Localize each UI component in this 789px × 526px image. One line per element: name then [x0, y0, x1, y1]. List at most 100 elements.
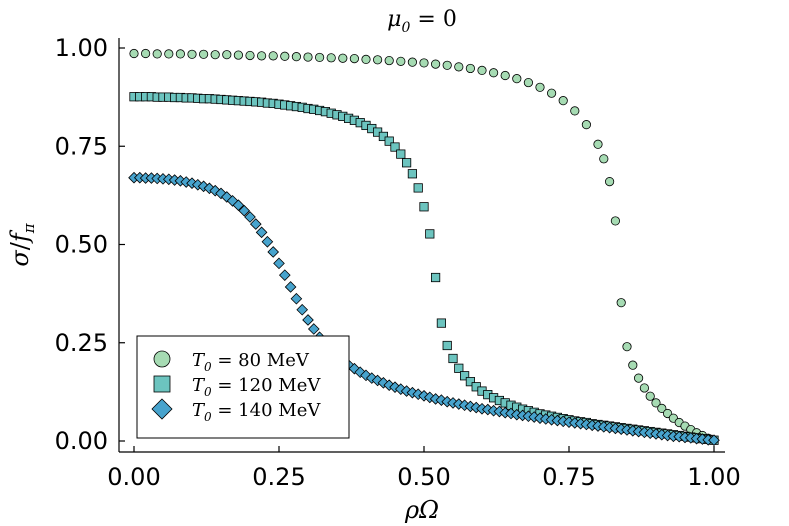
point-2-28 — [290, 292, 303, 305]
point-1-48 — [407, 169, 418, 179]
point-0-2 — [152, 49, 162, 59]
point-0-8 — [222, 50, 232, 60]
point-2-25 — [273, 257, 285, 270]
point-0-10 — [245, 50, 255, 61]
point-1-43 — [378, 131, 389, 142]
x-tick-label-0: 0.00 — [107, 463, 160, 491]
point-0-37 — [558, 96, 568, 106]
point-0-14 — [291, 52, 301, 62]
chart-title-base: μ — [387, 7, 401, 32]
point-0-5 — [187, 49, 197, 59]
point-0-31 — [488, 68, 499, 78]
point-0-7 — [210, 50, 220, 60]
legend-label-1: T0 = 120 MeV — [192, 375, 321, 399]
legend-marker-1 — [153, 375, 171, 393]
legend-marker-0 — [153, 350, 171, 368]
point-0-25 — [419, 58, 429, 68]
point-1-49 — [413, 183, 423, 193]
point-0-4 — [175, 49, 185, 59]
point-0-20 — [361, 54, 371, 64]
point-0-50 — [651, 398, 661, 408]
point-0-1 — [141, 48, 151, 59]
point-0-45 — [622, 342, 632, 352]
point-1-45 — [390, 142, 400, 152]
legend-label-2: T0 = 140 MeV — [192, 400, 321, 424]
point-0-34 — [523, 77, 534, 88]
y-label-sub: π — [20, 222, 38, 234]
legend-label-0: T0 = 80 MeV — [192, 350, 310, 374]
point-1-52 — [430, 272, 441, 283]
y-tick-label-4: 1.00 — [55, 34, 108, 62]
point-0-51 — [657, 403, 667, 413]
point-0-17 — [326, 53, 336, 63]
point-0-21 — [372, 55, 383, 65]
point-2-18 — [232, 199, 245, 212]
legend-1-sub: 0 — [204, 385, 212, 399]
legend-2-rest: = 140 MeV — [212, 400, 322, 421]
point-2-24 — [267, 246, 280, 258]
chart-title-sub: 0 — [401, 20, 410, 36]
point-1-46 — [396, 149, 406, 159]
legend-0-rest: = 80 MeV — [212, 350, 310, 371]
point-2-29 — [296, 303, 309, 316]
y-axis-label: σ/fπ — [6, 222, 38, 266]
x-tick-label-2: 0.50 — [397, 463, 450, 491]
chart-title-rest: = 0 — [410, 7, 456, 32]
point-0-47 — [633, 373, 644, 383]
point-0-15 — [303, 52, 313, 62]
point-2-26 — [278, 269, 291, 281]
point-1-54 — [442, 340, 452, 351]
point-0-29 — [465, 63, 475, 74]
point-0-39 — [581, 120, 592, 130]
point-0-0 — [129, 48, 139, 59]
point-1-44 — [384, 136, 394, 146]
point-0-16 — [314, 52, 325, 63]
point-0-26 — [430, 59, 441, 69]
point-0-6 — [199, 49, 209, 59]
y-tick-label-1: 0.25 — [55, 329, 108, 357]
legend-0-base: T — [192, 350, 206, 371]
legend-box — [136, 335, 350, 439]
x-tick-label-1: 0.25 — [252, 463, 305, 491]
point-0-36 — [546, 88, 557, 98]
point-0-27 — [442, 60, 452, 70]
point-1-56 — [454, 363, 464, 373]
y-label-slash: / — [6, 241, 34, 250]
point-0-49 — [645, 391, 655, 401]
legend: T0 = 80 MeV T0 = 120 MeV T0 = 140 MeV — [136, 335, 350, 439]
point-2-31 — [307, 323, 320, 335]
point-0-22 — [384, 55, 394, 66]
point-0-11 — [256, 51, 267, 61]
point-1-51 — [425, 229, 435, 239]
point-1-57 — [459, 371, 470, 381]
point-2-22 — [255, 226, 268, 239]
point-0-42 — [604, 177, 615, 187]
point-0-33 — [512, 74, 522, 84]
point-0-18 — [338, 53, 348, 63]
data-points — [128, 48, 720, 447]
x-tick-label-3: 0.75 — [542, 463, 595, 491]
legend-1-rest: = 120 MeV — [212, 375, 322, 396]
point-0-43 — [610, 216, 621, 226]
point-0-3 — [164, 49, 174, 59]
y-tick-label-0: 0.00 — [55, 427, 108, 455]
x-tick-label-4: 1.00 — [687, 463, 740, 491]
point-0-38 — [570, 106, 580, 116]
point-0-30 — [477, 65, 487, 76]
point-0-19 — [349, 54, 359, 64]
chart-title: μ0 = 0 — [387, 7, 457, 36]
point-0-13 — [280, 51, 290, 61]
point-0-23 — [396, 56, 406, 66]
legend-2-sub: 0 — [204, 410, 212, 424]
point-2-27 — [284, 281, 297, 293]
legend-1-base: T — [192, 375, 206, 396]
point-1-55 — [448, 353, 458, 364]
point-2-23 — [261, 235, 274, 248]
point-1-58 — [465, 377, 476, 387]
point-1-50 — [419, 202, 429, 212]
point-0-9 — [233, 50, 243, 60]
y-tick-label-3: 0.75 — [55, 132, 108, 160]
point-0-32 — [500, 70, 510, 81]
axis-ticks: 0.00 0.25 0.50 0.75 1.00 0.00 0.25 0.50 0.75 1.00 — [55, 34, 741, 491]
